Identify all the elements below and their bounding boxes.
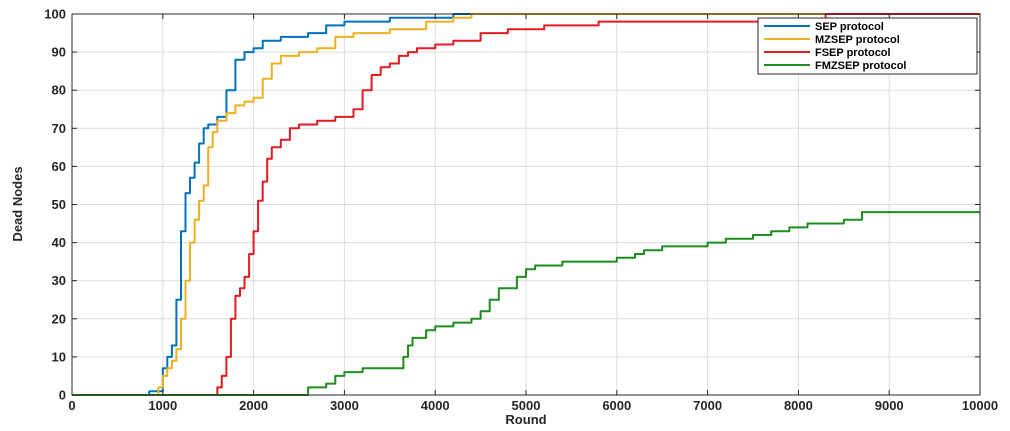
y-tick-label: 40	[52, 235, 66, 250]
y-tick-label: 70	[52, 121, 66, 136]
y-tick-label: 90	[52, 45, 66, 60]
y-tick-label: 100	[44, 7, 66, 22]
y-tick-label: 30	[52, 273, 66, 288]
x-axis-title: Round	[505, 412, 546, 427]
y-tick-label: 60	[52, 159, 66, 174]
legend-label-mzsep-protocol: MZSEP protocol	[815, 34, 900, 46]
x-tick-label: 9000	[875, 398, 904, 413]
y-axis-title: Dead Nodes	[10, 166, 25, 241]
y-tick-label: 10	[52, 349, 66, 364]
series-lines	[72, 13, 980, 396]
x-tick-label: 1000	[148, 398, 177, 413]
y-tick-label: 80	[52, 83, 66, 98]
x-tick-label: 8000	[784, 398, 813, 413]
x-tick-label: 6000	[602, 398, 631, 413]
series-line-mzsep-protocol	[72, 13, 980, 396]
series-line-fmzsep-protocol	[72, 211, 980, 396]
x-tick-label: 2000	[239, 398, 268, 413]
x-tick-label: 4000	[421, 398, 450, 413]
grid-lines	[72, 14, 980, 395]
x-tick-label: 10000	[962, 398, 998, 413]
y-tick-label: 20	[52, 311, 66, 326]
axis-ticks: 0 1000 2000 3000 4000 5000 6000 7000 8000 9000 100…	[44, 7, 998, 414]
legend-label-fsep-protocol: FSEP protocol	[815, 47, 891, 59]
x-tick-label: 7000	[693, 398, 722, 413]
series-line-fsep-protocol	[72, 13, 980, 396]
legend-label-fmzsep-protocol: FMZSEP protocol	[815, 60, 906, 72]
x-tick-label: 5000	[512, 398, 541, 413]
x-tick-label: 0	[68, 398, 75, 413]
legend-label-sep-protocol: SEP protocol	[815, 21, 884, 33]
y-tick-label: 0	[59, 388, 66, 403]
y-tick-label: 50	[52, 197, 66, 212]
x-tick-label: 3000	[330, 398, 359, 413]
